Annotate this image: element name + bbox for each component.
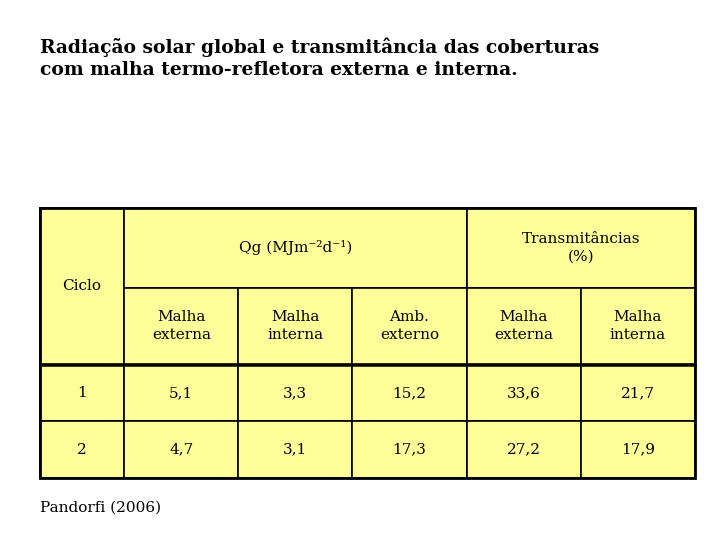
Text: 21,7: 21,7: [621, 386, 654, 400]
Text: Radiação solar global e transmitância das coberturas
com malha termo-refletora e: Radiação solar global e transmitância da…: [40, 38, 599, 79]
Text: 17,3: 17,3: [392, 443, 426, 456]
Bar: [467, 364, 581, 421]
Bar: [40, 208, 125, 364]
Text: Malha
interna: Malha interna: [267, 310, 323, 342]
Bar: [40, 421, 125, 478]
Bar: [467, 287, 581, 365]
Text: 1: 1: [77, 386, 87, 400]
Text: 3,1: 3,1: [283, 443, 307, 456]
Bar: [581, 421, 695, 478]
Text: 4,7: 4,7: [169, 443, 194, 456]
Text: 3,3: 3,3: [284, 386, 307, 400]
Bar: [40, 208, 695, 478]
Text: Pandorfi (2006): Pandorfi (2006): [40, 501, 161, 515]
Bar: [125, 364, 238, 421]
Bar: [353, 364, 467, 421]
Text: Qg (MJm⁻²d⁻¹): Qg (MJm⁻²d⁻¹): [239, 240, 352, 255]
Bar: [125, 421, 238, 478]
Text: Malha
externa: Malha externa: [494, 310, 553, 342]
Bar: [353, 287, 467, 365]
Text: 33,6: 33,6: [507, 386, 541, 400]
Bar: [238, 364, 353, 421]
Text: Transmitâncias
(%): Transmitâncias (%): [521, 232, 640, 264]
Text: 15,2: 15,2: [392, 386, 426, 400]
Bar: [238, 287, 353, 365]
Text: Amb.
externo: Amb. externo: [380, 310, 439, 342]
Text: 17,9: 17,9: [621, 443, 654, 456]
Text: Ciclo: Ciclo: [63, 279, 102, 293]
Text: Malha
externa: Malha externa: [152, 310, 211, 342]
Text: 2: 2: [77, 443, 87, 456]
Bar: [581, 364, 695, 421]
Bar: [581, 287, 695, 365]
Text: 27,2: 27,2: [507, 443, 541, 456]
Bar: [238, 421, 353, 478]
Text: 5,1: 5,1: [169, 386, 194, 400]
Bar: [467, 421, 581, 478]
Bar: [125, 208, 467, 287]
Bar: [353, 421, 467, 478]
Bar: [125, 287, 238, 365]
Bar: [40, 364, 125, 421]
Bar: [467, 208, 695, 287]
Text: Malha
interna: Malha interna: [610, 310, 666, 342]
